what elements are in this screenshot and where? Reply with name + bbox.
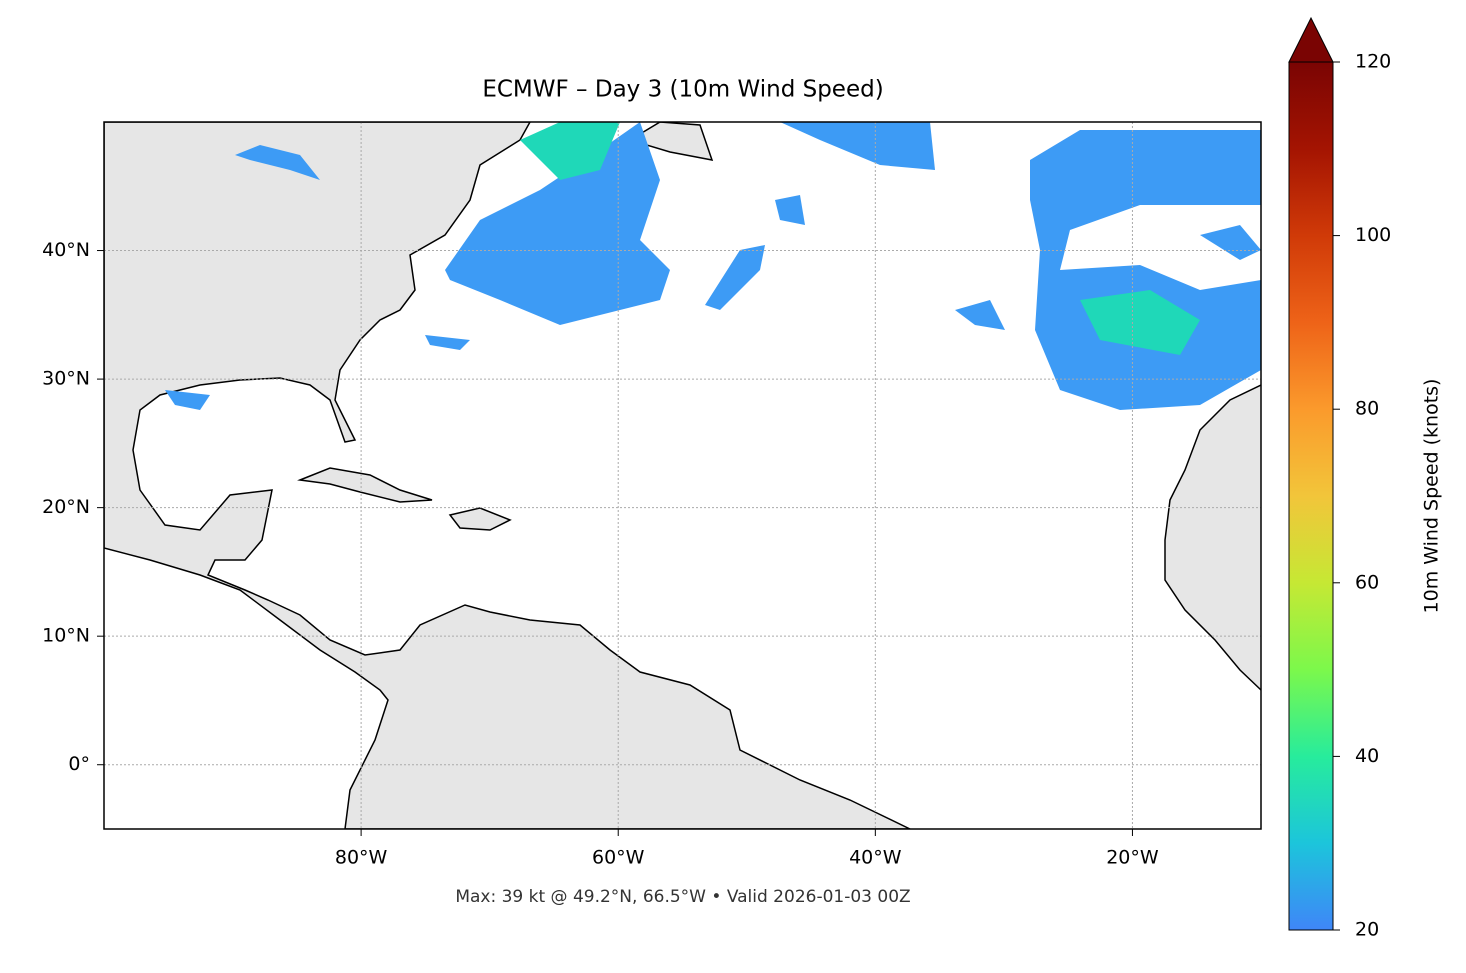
cuba bbox=[297, 467, 433, 503]
africa bbox=[1164, 384, 1261, 692]
x-tick-label: 80°W bbox=[335, 847, 388, 869]
y-tick-label: 30°N bbox=[42, 368, 90, 390]
colorbar-tick-label: 100 bbox=[1355, 224, 1391, 246]
wind-area bbox=[705, 245, 765, 310]
x-tick-label: 20°W bbox=[1106, 847, 1159, 869]
x-tick-label: 40°W bbox=[849, 847, 902, 869]
colorbar-tick-label: 120 bbox=[1355, 51, 1391, 73]
americas bbox=[104, 122, 911, 829]
wind-area bbox=[1080, 290, 1200, 355]
y-tick-label: 10°N bbox=[42, 625, 90, 647]
wind-area bbox=[235, 145, 320, 180]
y-tick-label: 0° bbox=[68, 753, 90, 775]
wind-area bbox=[780, 122, 935, 170]
colorbar-label: 10m Wind Speed (knots) bbox=[1421, 379, 1443, 614]
y-tick-label: 20°N bbox=[42, 496, 90, 518]
wind-area bbox=[445, 122, 670, 325]
hispaniola bbox=[448, 507, 512, 531]
colorbar-tick-label: 40 bbox=[1355, 745, 1379, 767]
colorbar-extend bbox=[1288, 16, 1334, 63]
map-frame bbox=[103, 121, 1262, 830]
y-tick-label: 40°N bbox=[42, 239, 90, 261]
wind-area bbox=[1200, 225, 1261, 260]
wind-area bbox=[775, 195, 805, 225]
colorbar-tick-label: 20 bbox=[1355, 919, 1379, 941]
newfoundland bbox=[628, 122, 714, 161]
wind-area bbox=[1030, 130, 1261, 410]
map-area bbox=[104, 122, 1261, 829]
wind-area bbox=[165, 390, 210, 410]
colorbar-tick-label: 80 bbox=[1355, 398, 1379, 420]
wind-area bbox=[955, 300, 1005, 330]
wind-area bbox=[520, 122, 620, 180]
colorbar bbox=[1288, 61, 1334, 931]
x-tick-label: 60°W bbox=[592, 847, 645, 869]
footer-note: Max: 39 kt @ 49.2°N, 66.5°W • Valid 2026… bbox=[455, 887, 910, 907]
wind-area bbox=[425, 335, 470, 350]
map-title: ECMWF – Day 3 (10m Wind Speed) bbox=[482, 77, 883, 103]
colorbar-tick-label: 60 bbox=[1355, 571, 1379, 593]
